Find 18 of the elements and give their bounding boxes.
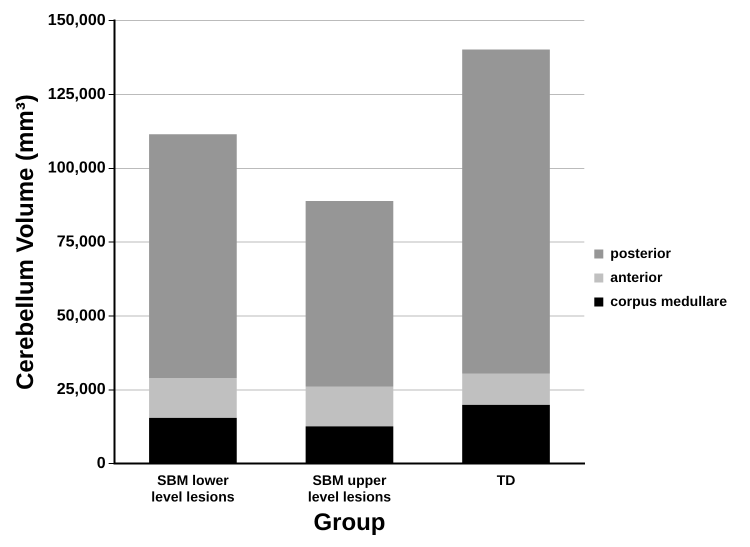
y-tick-label: 50,000 xyxy=(56,307,106,324)
x-axis-title: Group xyxy=(313,509,386,536)
legend-label: corpus medullare xyxy=(610,292,728,309)
x-tick-label: TD xyxy=(496,472,516,488)
bar xyxy=(149,134,237,378)
legend-label: posterior xyxy=(610,244,672,261)
y-tick-label: 0 xyxy=(96,455,106,472)
x-tick-label: SBM upper level lesions xyxy=(308,472,392,505)
bar xyxy=(462,50,550,374)
y-tick-label: 75,000 xyxy=(56,234,106,251)
legend-label: anterior xyxy=(610,268,663,285)
y-axis-title: Cerebellum Volume (mm³) xyxy=(12,94,40,390)
y-tick-label: 150,000 xyxy=(48,12,106,30)
y-tick-label: 125,000 xyxy=(48,86,106,103)
y-tick-label: 25,000 xyxy=(56,381,106,398)
bar xyxy=(306,201,394,387)
x-tick-label: SBM lower level lesions xyxy=(151,472,235,505)
y-tick-label: 100,000 xyxy=(48,160,106,177)
